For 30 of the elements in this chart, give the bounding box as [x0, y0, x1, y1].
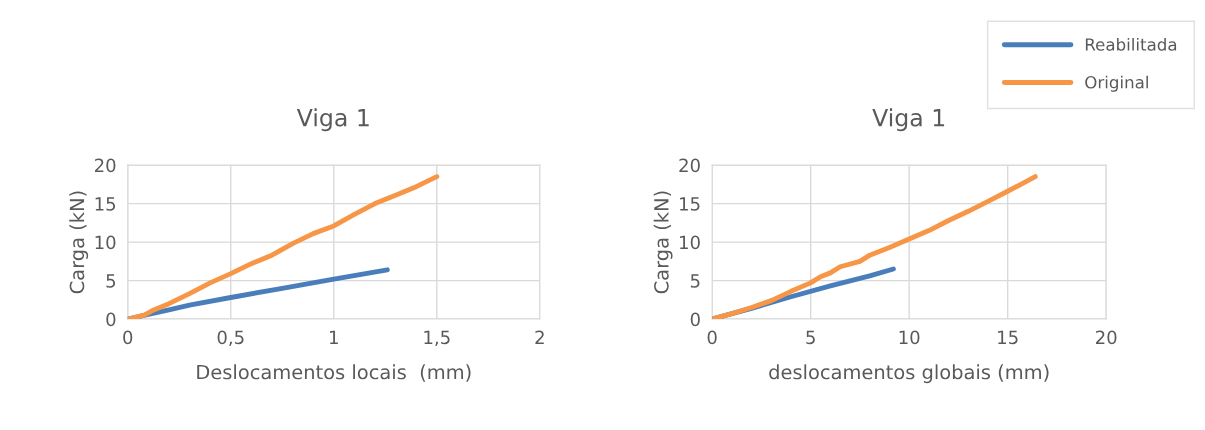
x-tick-label: 0	[707, 330, 717, 345]
y-axis-title: Carga (kN)	[653, 191, 673, 294]
line-series	[127, 174, 440, 320]
x-axis-title: Deslocamentos locais (mm)	[197, 364, 471, 382]
y-tick-label: 0	[690, 312, 700, 327]
legend-label: Reabilitada	[1085, 37, 1177, 51]
x-tick-label: 1,5	[424, 330, 450, 346]
x-tick-label: 5	[806, 330, 815, 345]
chart-title: Viga 1	[872, 108, 945, 132]
y-tick-label: 15	[95, 197, 116, 211]
chart-title: Viga 1	[296, 108, 369, 132]
y-tick-label: 5	[106, 274, 116, 288]
y-tick-label: 15	[680, 197, 700, 211]
x-tick-label: 1	[330, 330, 338, 344]
x-tick-label: 20	[1096, 330, 1117, 345]
y-tick-label: 5	[690, 274, 700, 288]
line-series	[712, 174, 1038, 320]
x-tick-label: 0,5	[217, 330, 244, 346]
y-tick-label: 10	[680, 235, 700, 250]
x-axis-title: deslocamentos globais (mm)	[769, 364, 1049, 384]
x-tick-label: 2	[535, 330, 544, 344]
x-tick-label: 15	[998, 330, 1018, 345]
x-tick-label: 0	[123, 330, 133, 345]
y-tick-label: 0	[106, 312, 116, 327]
y-tick-label: 20	[94, 158, 116, 173]
legend-label: Original	[1085, 75, 1148, 92]
y-axis-title: Carga (kN)	[69, 191, 89, 294]
y-tick-label: 20	[679, 158, 700, 173]
y-tick-label: 10	[95, 235, 116, 250]
x-tick-label: 10	[899, 330, 920, 345]
